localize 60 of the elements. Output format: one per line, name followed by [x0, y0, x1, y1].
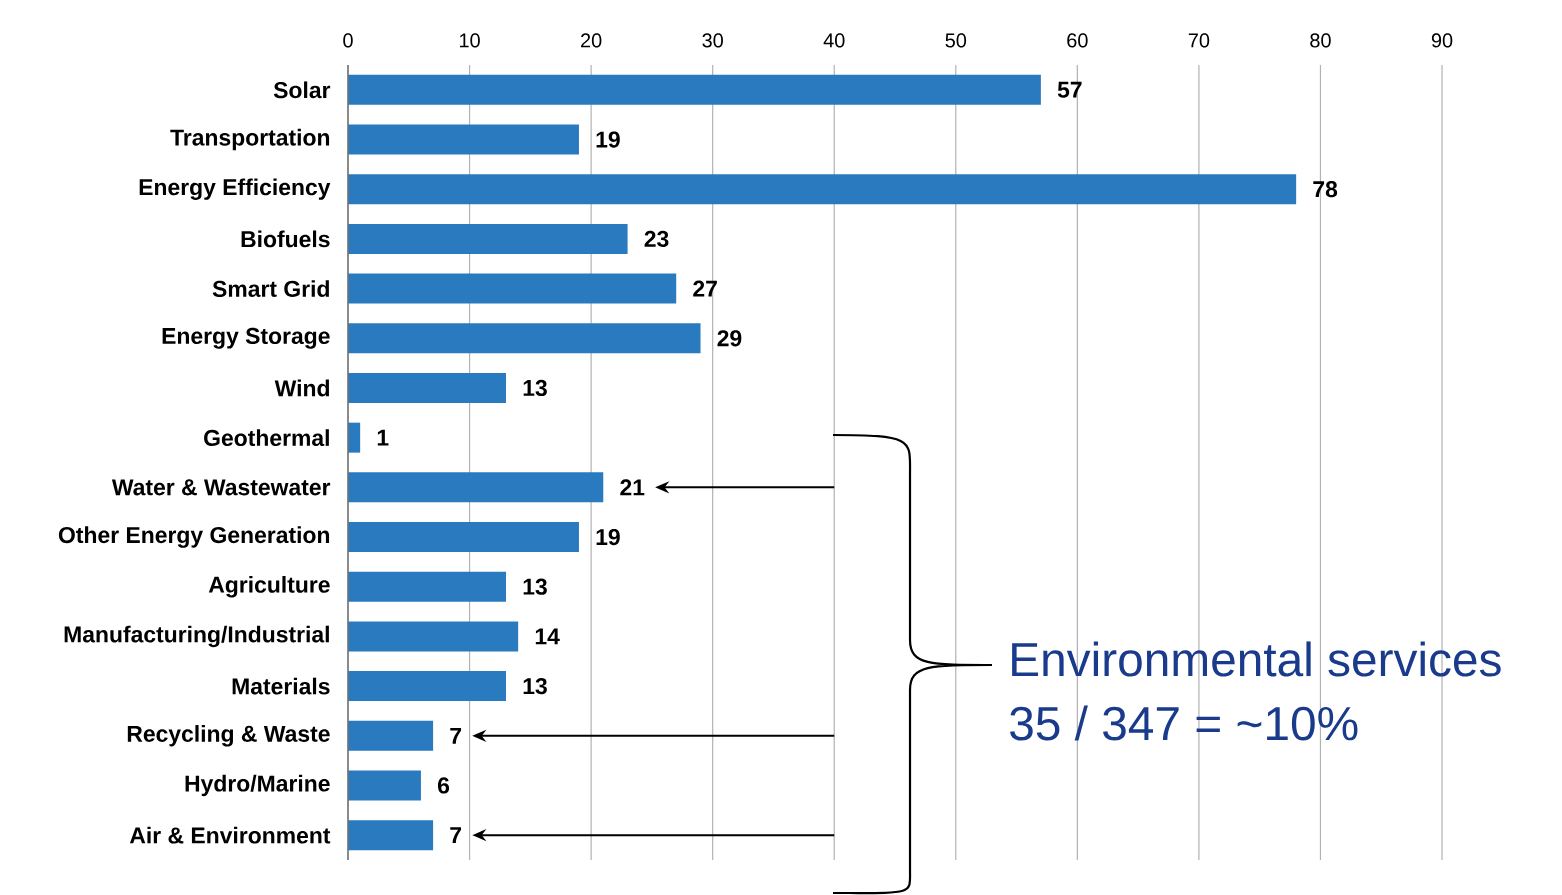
x-tick-label: 70	[1188, 33, 1210, 48]
data-label: 1	[377, 429, 389, 446]
data-label: 13	[523, 578, 547, 595]
y-tick-label: Recycling & Waste	[127, 725, 330, 747]
x-tick-label: 60	[1067, 33, 1088, 48]
y-tick-label: Hydro/Marine	[185, 774, 330, 797]
data-label: 13	[523, 677, 547, 695]
x-tick-label: 80	[1310, 33, 1331, 48]
bar	[348, 124, 579, 155]
bar	[348, 770, 421, 801]
x-tick-label: 90	[1431, 33, 1453, 48]
y-tick-label: Agriculture	[208, 575, 330, 598]
x-tick-label: 50	[945, 33, 967, 48]
data-label: 21	[620, 479, 645, 496]
bar	[348, 273, 677, 304]
x-tick-label: 20	[581, 33, 602, 48]
y-tick-label: Manufacturing/Industrial	[64, 625, 329, 648]
bar	[348, 74, 1041, 105]
bar	[348, 174, 1297, 205]
y-tick-label: Air & Environment	[129, 826, 331, 844]
y-tick-label: Wind	[274, 379, 329, 397]
x-tick-label: 10	[460, 33, 480, 48]
bar	[348, 372, 507, 403]
annotation: 35 / 347 = ~10%	[1010, 705, 1358, 741]
y-tick-label: Transportation	[170, 128, 330, 151]
data-label: 6	[437, 777, 450, 794]
data-label: 78	[1313, 181, 1338, 198]
data-label: 7	[450, 827, 462, 844]
y-tick-label: Water & Wastewater	[111, 479, 331, 496]
y-tick-label: Geothermal	[204, 429, 329, 447]
bar	[348, 621, 519, 652]
bar	[348, 522, 579, 553]
bar	[348, 571, 507, 602]
y-tick-label: Solar	[273, 81, 331, 99]
bar	[348, 720, 434, 751]
x-tick-label: 0	[343, 33, 353, 48]
data-label: 19	[596, 528, 620, 546]
data-label: 57	[1057, 81, 1082, 98]
bar	[348, 323, 701, 354]
bar	[348, 223, 628, 254]
bar	[348, 820, 434, 851]
y-tick-label: Biofuels	[241, 230, 330, 248]
x-tick-label: 40	[823, 33, 845, 48]
data-label: 14	[535, 628, 560, 645]
bar	[348, 472, 604, 503]
y-tick-label: Smart Grid	[212, 280, 329, 297]
bar	[348, 422, 361, 453]
x-tick-label: 30	[702, 33, 723, 48]
data-label: 27	[693, 280, 717, 297]
y-tick-label: Other Energy Generation	[58, 526, 330, 548]
data-label: 23	[644, 230, 669, 248]
y-tick-label: Energy Efficiency	[139, 178, 331, 200]
data-label: 29	[717, 330, 742, 347]
y-tick-label: Materials	[232, 677, 330, 695]
data-label: 19	[596, 131, 620, 148]
y-tick-label: Energy Storage	[162, 327, 330, 349]
data-label: 7	[450, 727, 462, 744]
data-label: 13	[523, 379, 547, 397]
bar	[348, 671, 507, 702]
annotation: Environmental services	[1012, 641, 1501, 677]
